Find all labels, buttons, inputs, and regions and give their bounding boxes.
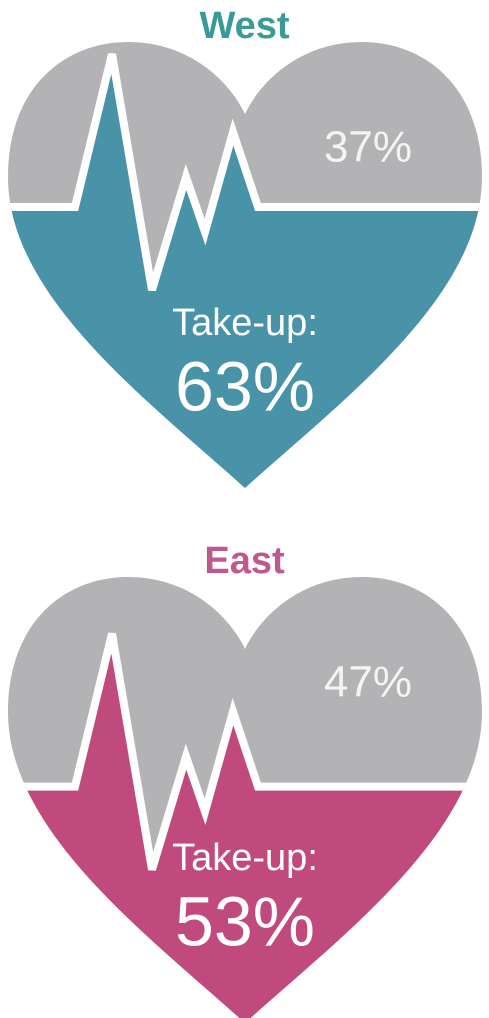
take-up-label: 63%: [175, 347, 315, 425]
page: West37%Take-up:63%East47%Take-up:53% (()…: [0, 0, 489, 1018]
heart: 37% Take-up:63%: [0, 42, 489, 488]
take-up-caption: Take-up:: [172, 302, 318, 344]
take-up-caption: Take-up:: [172, 837, 318, 879]
infographic: West37%Take-up:63%East47%Take-up:53%: [0, 0, 489, 1018]
remaining-label: 37%: [324, 123, 412, 172]
remaining-label: 47%: [324, 658, 412, 707]
chart-title: West: [199, 5, 289, 47]
take-up-label: 53%: [175, 882, 315, 960]
heart: 47% Take-up:53%: [0, 577, 489, 1018]
chart-title: East: [204, 540, 285, 582]
